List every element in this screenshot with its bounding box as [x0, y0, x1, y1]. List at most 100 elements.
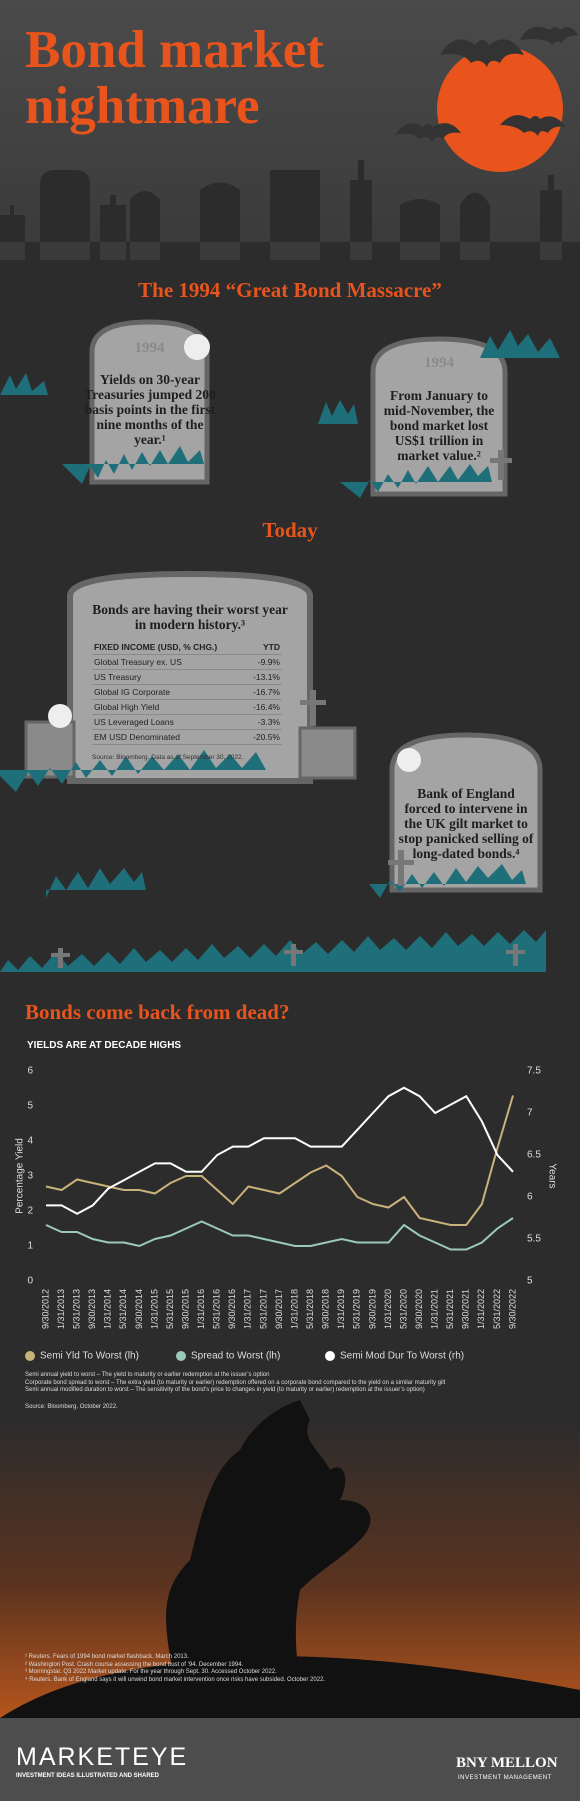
- tombstone-text: Bank of England forced to intervene in t…: [398, 786, 534, 861]
- tombstone-text: From January to mid-November, the bond m…: [383, 388, 495, 463]
- y-tick-label: 5: [27, 1101, 33, 1112]
- y2-tick-label: 5: [527, 1276, 533, 1287]
- x-tick-label: 9/30/2015: [180, 1289, 190, 1329]
- x-tick-label: 1/31/2019: [336, 1289, 346, 1329]
- engraving: 1994: [134, 340, 165, 356]
- x-tick-label: 9/30/2017: [274, 1289, 284, 1329]
- table-row: US Treasury -13.1%: [92, 669, 282, 685]
- note: Corporate bond spread to worst – The ext…: [25, 1379, 446, 1386]
- note: Semi annual modified duration to worst –…: [25, 1387, 425, 1393]
- x-tick-label: 9/30/2021: [461, 1289, 471, 1329]
- series-line: [45, 1095, 514, 1226]
- chart-subtitle: YIELDS ARE AT DECADE HIGHS: [27, 1040, 182, 1051]
- x-tick-label: 5/31/2017: [258, 1289, 268, 1329]
- x-tick-label: 5/31/2016: [212, 1289, 222, 1329]
- x-tick-label: 5/31/2013: [72, 1289, 82, 1329]
- x-tick-label: 1/31/2013: [56, 1289, 66, 1329]
- row-label: US Leveraged Loans: [92, 714, 245, 730]
- table-row: Global Treasury ex. US -9.9%: [92, 654, 282, 670]
- row-value: -9.9%: [244, 654, 282, 670]
- x-tick-label: 9/30/2016: [227, 1289, 237, 1329]
- section-title: The 1994 “Great Bond Massacre”: [138, 278, 442, 302]
- graveyard-silhouette: [0, 160, 580, 262]
- legend-label: Semi Yld To Worst (lh): [40, 1351, 139, 1362]
- y-tick-label: 4: [27, 1136, 33, 1147]
- x-tick-label: 1/31/2015: [149, 1289, 159, 1329]
- section-title: Bonds come back from dead?: [25, 1000, 290, 1024]
- y-tick-label: 0: [27, 1276, 33, 1287]
- row-label: US Treasury: [92, 669, 245, 685]
- moon: [437, 46, 563, 172]
- x-tick-label: 9/30/2018: [321, 1289, 331, 1329]
- bats: [395, 26, 578, 142]
- y-tick-label: 6: [27, 1066, 33, 1077]
- row-label: Global High Yield: [92, 699, 245, 715]
- row-value: -16.4%: [244, 699, 282, 715]
- engraving: 1994: [424, 355, 454, 371]
- footnote: ¹ Reuters. Fears of 1994 bond market fla…: [25, 1654, 189, 1660]
- company: BNY MELLON: [456, 1755, 558, 1771]
- note: Semi annual yield to worst – The yield t…: [25, 1372, 270, 1378]
- skulls: [48, 334, 421, 772]
- row-label: EM USD Denominated: [92, 729, 245, 745]
- table-row: Global High Yield -16.4%: [92, 699, 282, 715]
- column-header: FIXED INCOME (USD, % CHG.): [92, 640, 245, 655]
- brand: MARKETEYE: [16, 1743, 189, 1771]
- legend-swatch: [25, 1351, 35, 1361]
- x-tick-label: 9/30/2012: [40, 1289, 50, 1329]
- table-row: EM USD Denominated -20.5%: [92, 729, 282, 745]
- y-axis-label: Percentage Yield: [15, 1138, 26, 1214]
- x-tick-label: 5/31/2021: [445, 1289, 455, 1329]
- table-row: Global IG Corporate -16.7%: [92, 684, 282, 700]
- x-tick-label: 9/30/2014: [134, 1289, 144, 1329]
- x-tick-label: 1/31/2022: [476, 1289, 486, 1329]
- x-tick-label: 1/31/2014: [103, 1289, 113, 1329]
- tombstones: [24, 319, 543, 893]
- footnotes: ¹ Reuters. Fears of 1994 bond market fla…: [25, 1654, 565, 1684]
- row-value: -13.1%: [244, 669, 282, 685]
- main-title: Bond market nightmare: [25, 21, 324, 135]
- x-tick-label: 5/31/2019: [352, 1289, 362, 1329]
- x-tick-label: 1/31/2021: [430, 1289, 440, 1329]
- x-tick-label: 5/31/2018: [305, 1289, 315, 1329]
- column-header: YTD: [244, 640, 282, 655]
- y-tick-label: 2: [27, 1206, 33, 1217]
- footnote: ⁴ Reuters. Bank of England says it will …: [25, 1676, 326, 1683]
- chart-source: Source: Bloomberg, October 2022.: [25, 1404, 118, 1410]
- series-line: [46, 1086, 514, 1215]
- legend-swatch: [325, 1351, 335, 1361]
- footnote: ² Washington Post. Crash course assessin…: [25, 1661, 244, 1668]
- tagline: INVESTMENT IDEAS ILLUSTRATED AND SHARED: [16, 1773, 160, 1779]
- x-tick-label: 5/31/2014: [118, 1289, 128, 1329]
- section-title: Today: [262, 518, 318, 542]
- x-tick-label: 1/31/2017: [243, 1289, 253, 1329]
- legend-swatch: [176, 1351, 186, 1361]
- series-line: [45, 1217, 514, 1251]
- tombstone-text: Yields on 30-year Treasuries jumped 200 …: [84, 372, 216, 447]
- row-value: -16.7%: [244, 684, 282, 700]
- x-tick-label: 9/30/2020: [414, 1289, 424, 1329]
- table-source: Source: Bloomberg. Data as of September …: [92, 754, 244, 761]
- y2-tick-label: 7.5: [527, 1066, 541, 1077]
- x-tick-label: 5/31/2015: [165, 1289, 175, 1329]
- y2-tick-label: 6.5: [527, 1150, 541, 1161]
- crosses: [51, 450, 525, 968]
- y2-tick-label: 5.5: [527, 1234, 541, 1245]
- table-header: FIXED INCOME (USD, % CHG.) YTD: [92, 640, 282, 655]
- division: INVESTMENT MANAGEMENT: [458, 1775, 552, 1781]
- legend-label: Semi Mod Dur To Worst (rh): [340, 1351, 464, 1362]
- y2-tick-label: 7: [527, 1108, 533, 1119]
- x-tick-label: 5/31/2022: [492, 1289, 502, 1329]
- tombstone-heading: Bonds are having their worst year in mod…: [92, 602, 288, 632]
- returns-table: FIXED INCOME (USD, % CHG.) YTD Global Tre…: [92, 640, 282, 745]
- y2-axis-label: Years: [546, 1163, 557, 1188]
- legend-label: Spread to Worst (lh): [191, 1351, 280, 1362]
- y-tick-label: 1: [27, 1241, 33, 1252]
- y2-tick-label: 6: [527, 1192, 533, 1203]
- x-tick-label: 1/31/2018: [289, 1289, 299, 1329]
- y-tick-label: 3: [27, 1171, 33, 1182]
- x-tick-label: 5/31/2020: [398, 1289, 408, 1329]
- x-tick-label: 9/30/2019: [367, 1289, 377, 1329]
